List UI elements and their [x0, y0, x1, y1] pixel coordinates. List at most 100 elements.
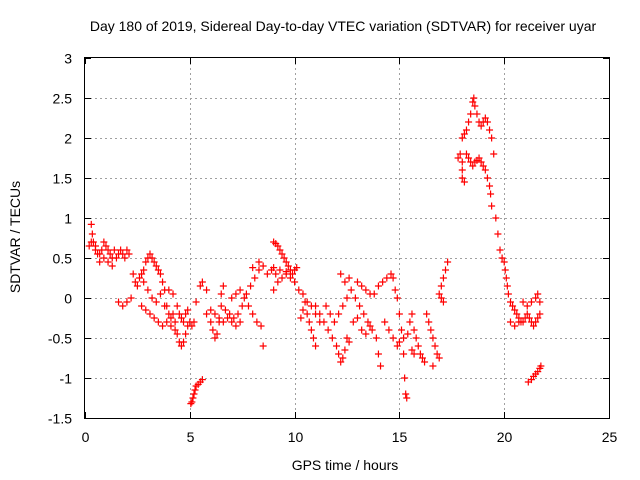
- data-point: [148, 254, 156, 262]
- data-point: [401, 374, 409, 382]
- data-point: [295, 286, 303, 294]
- data-point: [238, 302, 246, 310]
- data-point: [148, 294, 156, 302]
- data-point: [465, 118, 473, 126]
- data-point: [169, 310, 177, 318]
- data-point: [211, 310, 219, 318]
- data-point: [358, 326, 366, 334]
- data-point: [274, 242, 282, 250]
- data-point: [144, 286, 152, 294]
- data-point: [326, 310, 334, 318]
- data-point: [414, 342, 422, 350]
- grid-lines: [85, 58, 609, 418]
- data-point: [154, 266, 162, 274]
- data-point: [125, 250, 133, 258]
- data-point: [406, 318, 414, 326]
- data-point: [496, 246, 504, 254]
- data-point: [138, 302, 146, 310]
- data-point: [351, 294, 359, 302]
- data-point: [333, 342, 341, 350]
- data-point: [171, 326, 179, 334]
- data-point: [358, 282, 366, 290]
- data-point: [299, 290, 307, 298]
- y-tick-label: 2.5: [53, 91, 73, 107]
- data-point: [460, 130, 468, 138]
- data-points: [85, 94, 545, 408]
- data-point: [207, 306, 215, 314]
- data-point: [251, 274, 259, 282]
- data-point: [364, 318, 372, 326]
- data-point: [213, 330, 221, 338]
- data-point: [272, 270, 280, 278]
- y-tick-label: 2: [64, 131, 72, 147]
- data-point: [374, 282, 382, 290]
- data-point: [221, 306, 229, 314]
- x-tick-label: 20: [497, 429, 513, 445]
- data-point: [381, 318, 389, 326]
- data-point: [180, 318, 188, 326]
- data-point: [152, 262, 160, 270]
- data-point: [177, 342, 185, 350]
- y-tick-label: 1.5: [53, 171, 73, 187]
- data-point: [372, 334, 380, 342]
- data-point: [240, 294, 248, 302]
- data-point: [335, 350, 343, 358]
- data-point: [249, 264, 257, 272]
- data-point: [511, 306, 519, 314]
- data-point: [140, 266, 148, 274]
- data-point: [536, 310, 544, 318]
- data-point: [161, 302, 169, 310]
- data-point: [211, 334, 219, 342]
- data-point: [370, 290, 378, 298]
- data-point: [297, 314, 305, 322]
- data-point: [175, 310, 183, 318]
- data-point: [188, 398, 196, 406]
- data-point: [236, 286, 244, 294]
- data-point: [391, 286, 399, 294]
- data-point: [159, 278, 167, 286]
- data-point: [100, 238, 108, 246]
- data-point: [429, 334, 437, 342]
- data-point: [146, 310, 154, 318]
- data-point: [198, 278, 206, 286]
- data-point: [87, 238, 95, 246]
- data-point: [465, 154, 473, 162]
- data-point: [339, 354, 347, 362]
- data-point: [360, 310, 368, 318]
- data-point: [532, 294, 540, 302]
- data-point: [224, 314, 232, 322]
- data-point: [458, 166, 466, 174]
- data-point: [362, 286, 370, 294]
- data-point: [156, 290, 164, 298]
- data-point: [534, 290, 542, 298]
- data-point: [312, 342, 320, 350]
- data-point: [537, 362, 545, 370]
- data-point: [127, 294, 135, 302]
- data-point: [217, 290, 225, 298]
- data-point: [131, 278, 139, 286]
- data-point: [309, 334, 317, 342]
- data-point: [337, 358, 345, 366]
- data-point: [345, 274, 353, 282]
- data-point: [108, 262, 116, 270]
- data-point: [467, 110, 475, 118]
- data-point: [242, 290, 250, 298]
- data-point: [226, 310, 234, 318]
- data-point: [387, 270, 395, 278]
- data-point: [228, 294, 236, 302]
- data-point: [203, 286, 211, 294]
- data-point: [383, 274, 391, 282]
- data-point: [322, 302, 330, 310]
- data-point: [481, 166, 489, 174]
- data-point: [462, 126, 470, 134]
- data-point: [293, 264, 301, 272]
- data-point: [253, 318, 261, 326]
- data-point: [410, 326, 418, 334]
- data-point: [190, 318, 198, 326]
- data-point: [483, 174, 491, 182]
- data-point: [492, 214, 500, 222]
- data-point: [276, 266, 284, 274]
- data-point: [236, 318, 244, 326]
- data-point: [100, 254, 108, 262]
- data-point: [377, 362, 385, 370]
